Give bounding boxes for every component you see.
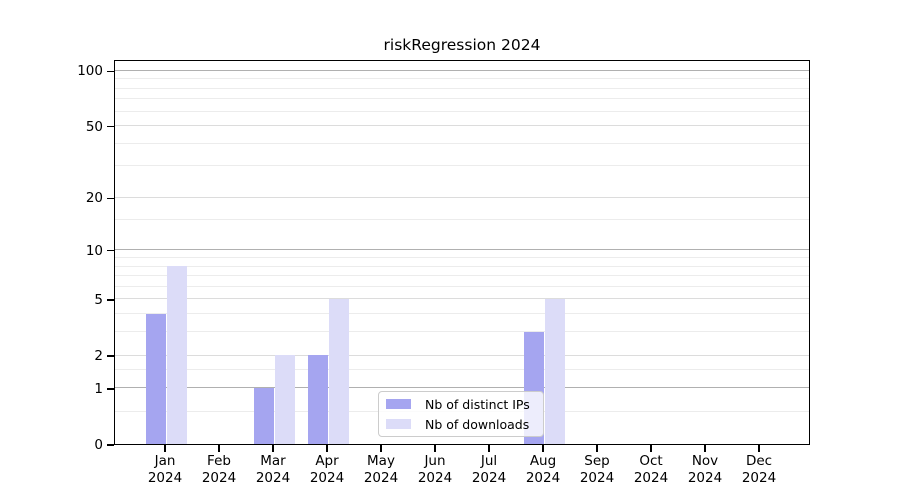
legend-item: Nb of distinct IPs: [386, 396, 536, 412]
x-tick-label: Feb 2024: [201, 453, 237, 486]
x-tick-label: Jul 2024: [471, 453, 507, 486]
x-tick: [272, 445, 274, 452]
gridline: [115, 275, 809, 277]
y-tick: [107, 197, 114, 200]
y-tick-label: 5: [94, 291, 103, 308]
gridline: [115, 125, 809, 127]
bar-nb-of-downloads-mar: [275, 355, 295, 444]
plot-area: [114, 60, 810, 445]
gridline: [115, 78, 809, 80]
x-tick: [434, 445, 436, 452]
gridline: [115, 298, 809, 300]
gridline: [115, 218, 809, 220]
bar-nb-of-downloads-aug: [545, 298, 565, 444]
x-tick: [164, 445, 166, 452]
gridline: [115, 249, 809, 251]
gridline: [115, 331, 809, 333]
x-tick: [758, 445, 760, 452]
legend-item: Nb of downloads: [386, 416, 536, 432]
gridline: [115, 285, 809, 287]
gridline: [115, 354, 809, 356]
x-tick: [596, 445, 598, 452]
y-tick: [107, 355, 114, 357]
gridline: [115, 87, 809, 89]
y-tick: [107, 70, 114, 72]
y-tick-label: 20: [85, 190, 103, 207]
x-tick-label: Nov 2024: [687, 453, 723, 486]
x-tick: [380, 445, 382, 452]
gridline: [115, 110, 809, 112]
x-tick-label: Apr 2024: [309, 453, 345, 486]
x-tick-label: Aug 2024: [525, 453, 561, 486]
y-tick-label: 0: [94, 437, 103, 453]
gridline: [115, 98, 809, 100]
bar-nb-of-distinct-ips-apr: [308, 355, 328, 444]
legend-label: Nb of downloads: [425, 416, 530, 432]
legend-swatch: [386, 399, 411, 409]
x-tick: [704, 445, 706, 452]
legend-swatch: [386, 419, 411, 429]
legend: Nb of distinct IPs Nb of downloads: [378, 391, 544, 437]
gridline: [115, 369, 809, 371]
gridline: [115, 313, 809, 315]
x-tick-label: Sep 2024: [579, 453, 615, 486]
y-tick-label: 50: [85, 118, 103, 135]
x-tick-label: Jan 2024: [147, 453, 183, 486]
gridline: [115, 387, 809, 389]
x-tick: [488, 445, 490, 452]
x-tick-label: Dec 2024: [741, 453, 777, 486]
y-tick-label: 1: [94, 380, 103, 397]
x-tick: [326, 445, 328, 452]
gridline: [115, 142, 809, 144]
gridline: [115, 196, 809, 198]
x-tick: [542, 445, 544, 452]
gridline: [115, 165, 809, 167]
gridline: [115, 257, 809, 259]
y-tick: [107, 250, 114, 252]
x-tick-label: Oct 2024: [633, 453, 669, 486]
y-tick-label: 10: [85, 242, 103, 259]
x-tick-label: May 2024: [363, 453, 399, 486]
bar-nb-of-downloads-apr: [329, 298, 349, 444]
y-tick: [107, 444, 114, 446]
chart-title: riskRegression 2024: [383, 36, 541, 54]
x-tick: [650, 445, 652, 452]
x-tick-label: Mar 2024: [255, 453, 291, 486]
gridline: [115, 69, 809, 71]
y-tick-label: 2: [94, 348, 103, 365]
legend-label: Nb of distinct IPs: [425, 396, 530, 412]
y-tick: [107, 388, 114, 390]
gridline: [115, 265, 809, 267]
y-tick: [107, 125, 114, 128]
bar-nb-of-distinct-ips-mar: [254, 387, 274, 444]
y-tick-label: 100: [77, 63, 103, 80]
x-tick: [218, 445, 220, 452]
bar-nb-of-distinct-ips-jan: [146, 313, 166, 444]
bar-nb-of-downloads-jan: [167, 266, 187, 444]
x-tick-label: Jun 2024: [417, 453, 453, 486]
y-tick: [107, 299, 114, 301]
